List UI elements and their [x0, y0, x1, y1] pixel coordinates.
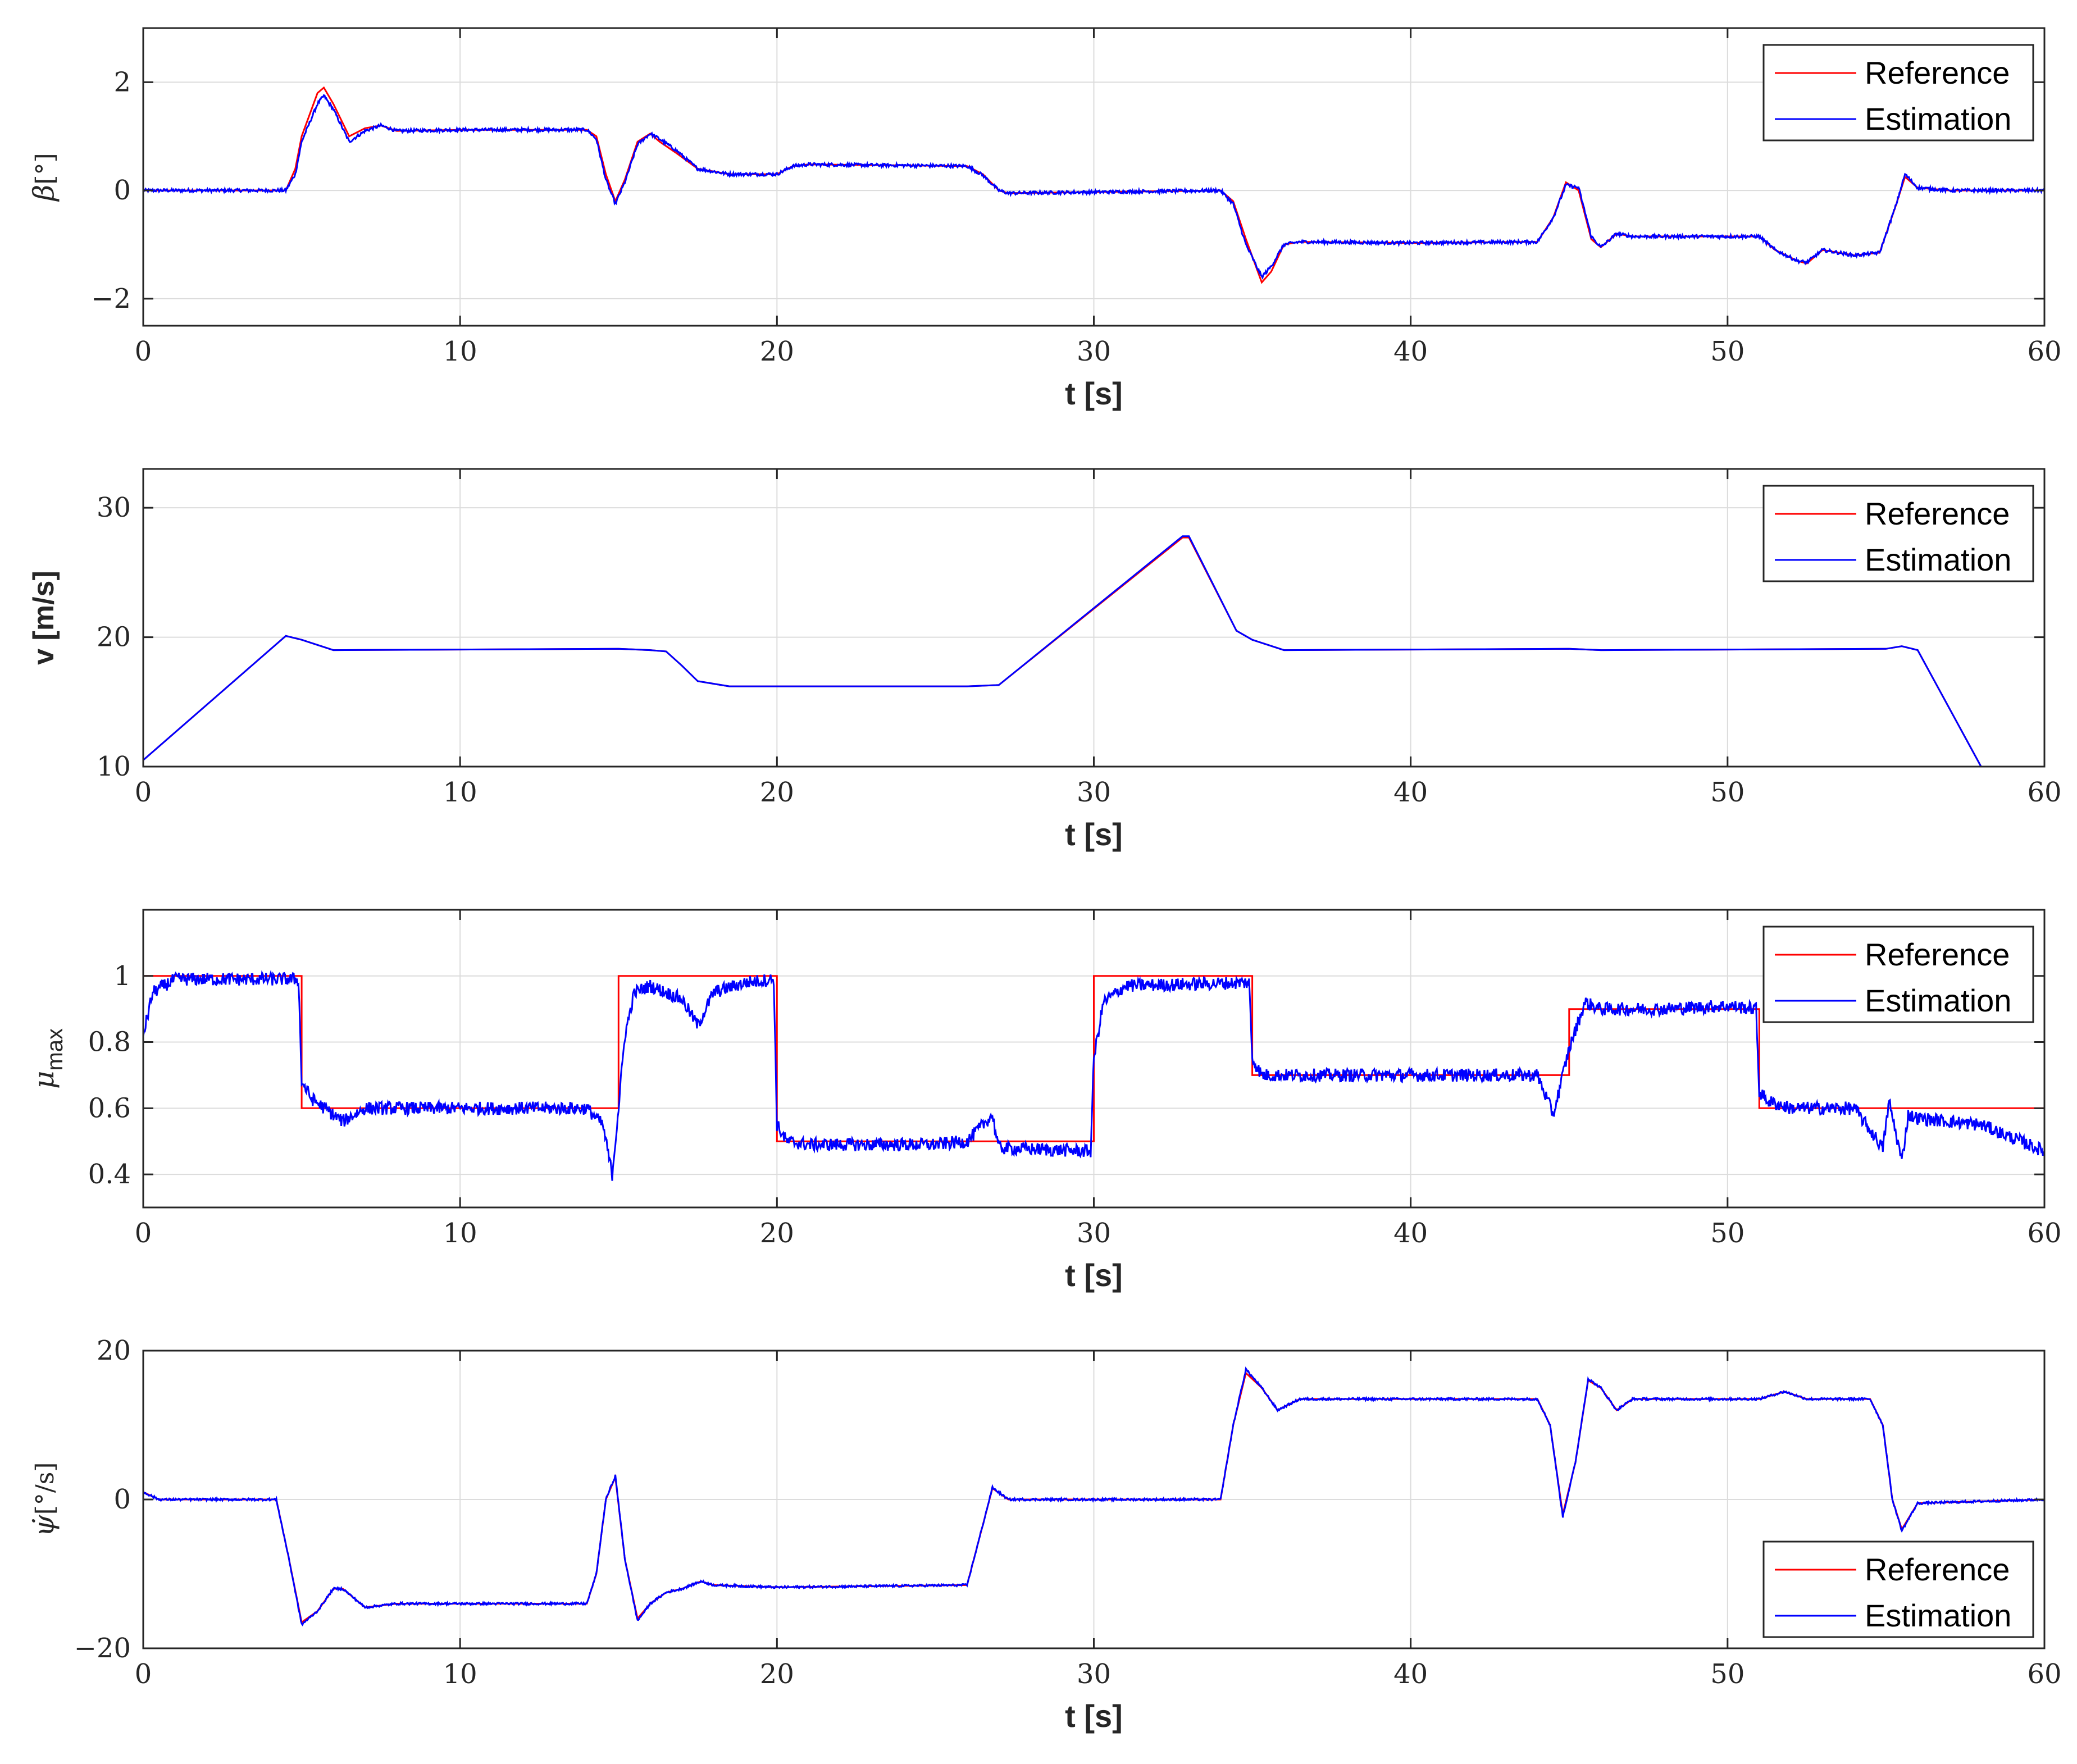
legend: Reference Estimation — [1762, 926, 2034, 1023]
x-tick-label: 50 — [1710, 1658, 1745, 1690]
y-axis-label: ψ̇[°/s] — [28, 1462, 60, 1537]
legend-box — [1762, 485, 2034, 582]
legend: Reference Estimation — [1762, 485, 2034, 582]
legend-label-estimation: Estimation — [1865, 1598, 2011, 1633]
y-tick-label: 0 — [113, 175, 131, 206]
x-tick-label: 50 — [1710, 1218, 1745, 1249]
x-tick-label: 60 — [2027, 1658, 2061, 1690]
x-tick-label: 30 — [1077, 336, 1111, 367]
legend-label-estimation: Estimation — [1865, 983, 2011, 1018]
x-tick-label: 10 — [443, 1658, 477, 1690]
legend: Reference Estimation — [1762, 44, 2034, 142]
x-tick-label: 20 — [760, 336, 794, 367]
series-line-estimation — [143, 535, 1982, 767]
y-tick-label: 30 — [97, 492, 131, 523]
x-axis-label: t [s] — [1065, 1698, 1123, 1734]
y-tick-label: 20 — [97, 622, 131, 653]
x-tick-label: 40 — [1393, 336, 1428, 367]
series-line-estimation — [143, 1366, 2044, 1627]
x-tick-label: 30 — [1077, 1658, 1111, 1690]
x-tick-label: 10 — [443, 1218, 477, 1249]
x-tick-label: 0 — [135, 777, 152, 808]
y-tick-label: 0.4 — [88, 1159, 131, 1190]
x-tick-label: 60 — [2027, 336, 2061, 367]
series-line-estimation — [143, 94, 2044, 280]
legend-label-reference: Reference — [1865, 55, 2010, 90]
legend: Reference Estimation — [1762, 1540, 2034, 1638]
x-tick-label: 40 — [1393, 777, 1428, 808]
x-tick-label: 40 — [1393, 1218, 1428, 1249]
x-tick-label: 20 — [760, 1218, 794, 1249]
y-axis-label: v [m/s] — [28, 571, 60, 665]
x-tick-label: 0 — [135, 336, 152, 367]
x-tick-label: 30 — [1077, 777, 1111, 808]
series-line-estimation — [143, 969, 2044, 1181]
y-tick-label: 1 — [113, 960, 131, 992]
legend-label-estimation: Estimation — [1865, 542, 2011, 577]
x-tick-label: 0 — [135, 1218, 152, 1249]
y-axis-label: β[°] — [28, 153, 60, 202]
legend-label-reference: Reference — [1865, 1552, 2010, 1587]
y-tick-label: −20 — [74, 1633, 131, 1664]
x-tick-label: 10 — [443, 336, 477, 367]
x-tick-label: 50 — [1710, 777, 1745, 808]
legend-box — [1762, 44, 2034, 142]
legend-label-reference: Reference — [1865, 937, 2010, 972]
x-tick-label: 60 — [2027, 777, 2061, 808]
x-axis-label: t [s] — [1065, 1257, 1123, 1293]
y-tick-label: 0.6 — [88, 1092, 131, 1124]
legend-label-reference: Reference — [1865, 496, 2010, 531]
x-tick-label: 20 — [760, 777, 794, 808]
x-tick-label: 0 — [135, 1658, 152, 1690]
x-tick-label: 60 — [2027, 1218, 2061, 1249]
legend-box — [1762, 926, 2034, 1023]
x-tick-label: 30 — [1077, 1218, 1111, 1249]
x-tick-label: 50 — [1710, 336, 1745, 367]
y-tick-label: 20 — [97, 1335, 131, 1366]
y-tick-label: 0 — [113, 1484, 131, 1515]
y-tick-label: 2 — [113, 66, 131, 98]
y-tick-label: 10 — [97, 751, 131, 782]
x-axis-label: t [s] — [1065, 376, 1123, 411]
legend-box — [1762, 1540, 2034, 1638]
x-axis-label: t [s] — [1065, 817, 1123, 852]
x-tick-label: 40 — [1393, 1658, 1428, 1690]
y-tick-label: 0.8 — [88, 1027, 131, 1058]
y-tick-label: −2 — [91, 283, 131, 314]
x-tick-label: 20 — [760, 1658, 794, 1690]
legend-label-estimation: Estimation — [1865, 101, 2011, 136]
x-tick-label: 10 — [443, 777, 477, 808]
subplot-3: 0 10 20 30 40 50 60 0.4 0.6 0.8 1 t [s] μmax Referenc… — [28, 909, 2062, 1293]
y-axis-label: μmax — [28, 1028, 67, 1089]
